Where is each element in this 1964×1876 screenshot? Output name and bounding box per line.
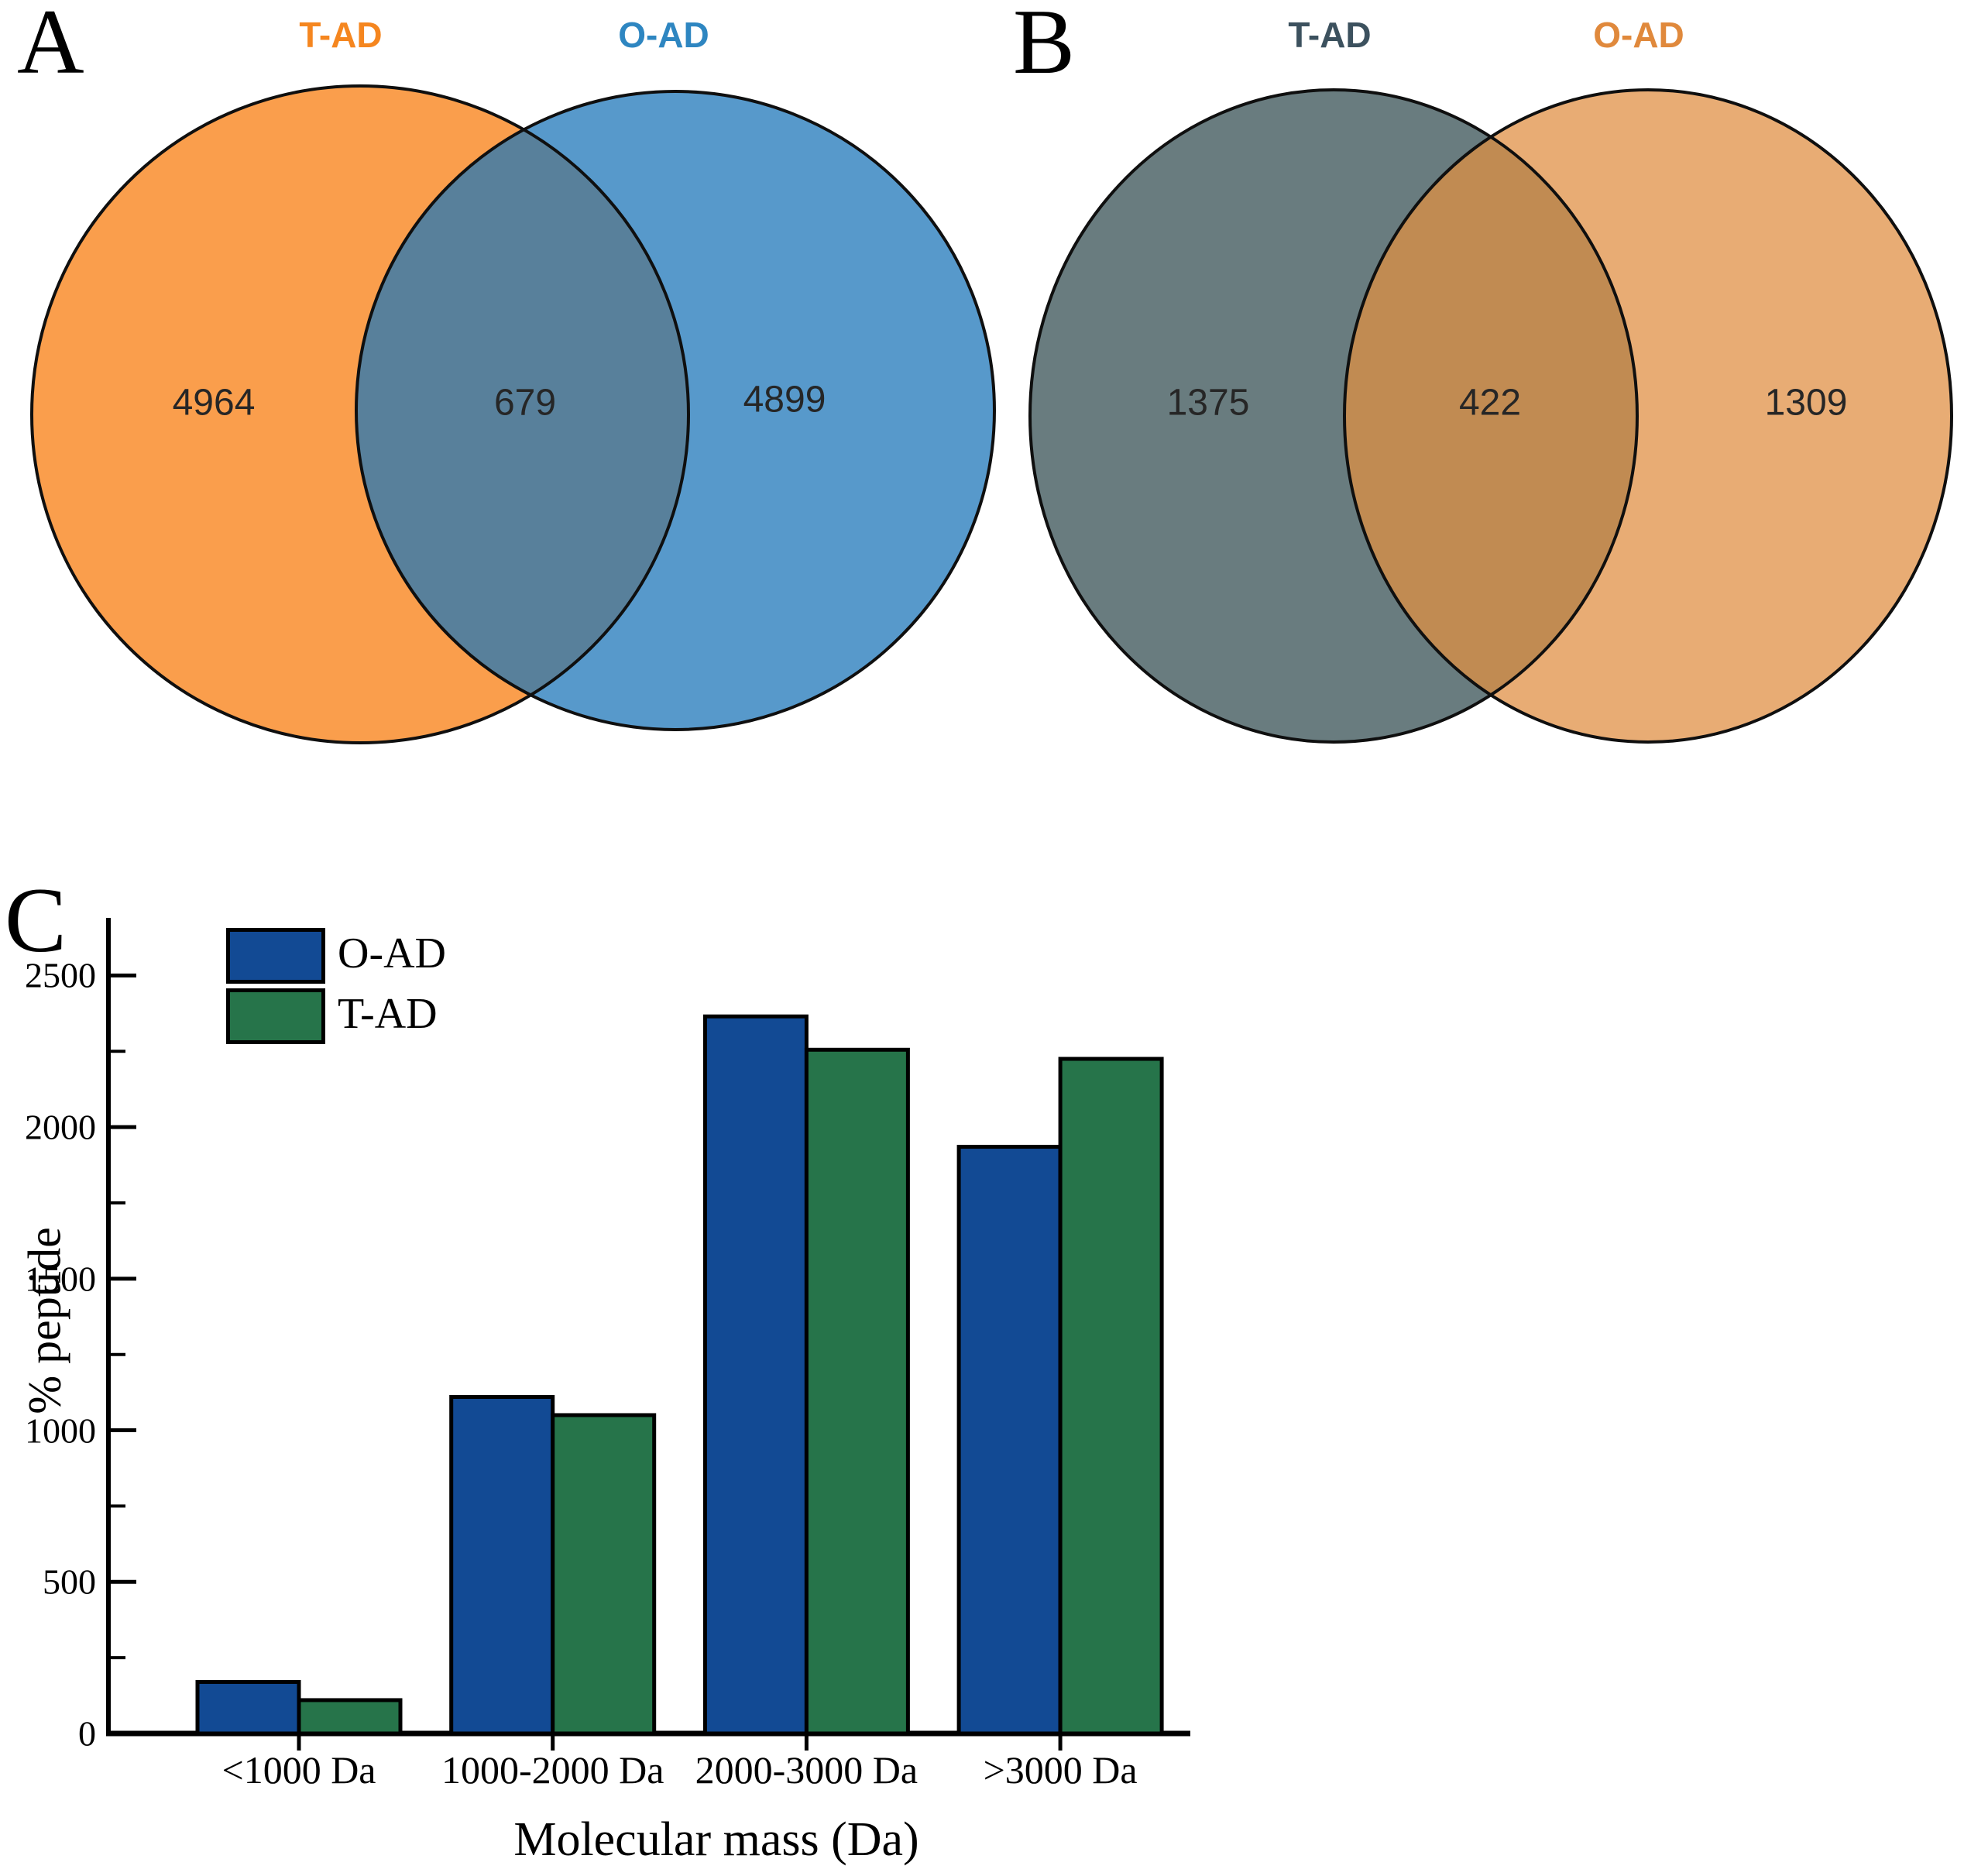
legend-swatch-t-ad xyxy=(226,988,325,1044)
y-tick-label: 500 xyxy=(43,1562,96,1602)
bar-t-ad-1 xyxy=(551,1413,657,1736)
venn-a-overlap-count: 679 xyxy=(493,382,557,424)
x-category-label: 2000-3000 Da xyxy=(695,1748,918,1792)
bar-o-ad-3 xyxy=(956,1145,1063,1736)
y-tick-label: 1000 xyxy=(25,1410,96,1451)
venn-a-left-outline xyxy=(30,84,690,744)
venn-a-left-label: T-AD xyxy=(299,15,383,55)
x-category-label: >3000 Da xyxy=(983,1748,1138,1792)
venn-b-overlap-count: 422 xyxy=(1458,382,1522,424)
y-axis-title: % peptide xyxy=(19,1227,70,1414)
venn-a-right-count: 4899 xyxy=(743,379,826,421)
bar-o-ad-0 xyxy=(195,1679,301,1736)
venn-a-right-outline xyxy=(355,90,996,731)
venn-b-overlap xyxy=(1344,90,1637,742)
x-category-label: <1000 Da xyxy=(221,1748,376,1792)
legend-label-o-ad: O-AD xyxy=(338,929,446,978)
venn-a-left-count: 4964 xyxy=(172,382,256,424)
y-tick-label: 2000 xyxy=(25,1107,96,1147)
venn-a-right-label: O-AD xyxy=(618,15,709,55)
legend-swatch-o-ad xyxy=(226,928,325,984)
venn-b-right-label: O-AD xyxy=(1593,15,1684,55)
y-tick-label: 2500 xyxy=(25,955,96,995)
bar-t-ad-2 xyxy=(804,1047,910,1736)
y-tick-label: 1500 xyxy=(25,1259,96,1299)
venn-b-left-count: 1375 xyxy=(1166,382,1250,424)
y-tick-label: 0 xyxy=(78,1713,96,1754)
panel-a-letter: A xyxy=(17,0,84,93)
legend-label-t-ad: T-AD xyxy=(338,990,438,1038)
venn-b xyxy=(1028,88,1953,744)
venn-a-overlap xyxy=(356,91,688,730)
bar-t-ad-0 xyxy=(297,1698,403,1736)
panel-c-letter: C xyxy=(5,868,67,971)
venn-b-left-outline xyxy=(1028,88,1639,744)
bar-o-ad-2 xyxy=(702,1014,809,1736)
panel-b-letter: B xyxy=(1013,0,1076,93)
bar-t-ad-3 xyxy=(1058,1057,1164,1736)
x-axis-title: Molecular mass (Da) xyxy=(513,1813,919,1866)
bar-chart xyxy=(106,918,1190,1751)
venn-a xyxy=(30,84,996,744)
venn-b-right-count: 1309 xyxy=(1764,382,1848,424)
venn-b-right-outline xyxy=(1343,88,1953,744)
bar-o-ad-1 xyxy=(449,1394,555,1736)
x-category-label: 1000-2000 Da xyxy=(441,1748,664,1792)
venn-b-left-label: T-AD xyxy=(1288,15,1372,55)
